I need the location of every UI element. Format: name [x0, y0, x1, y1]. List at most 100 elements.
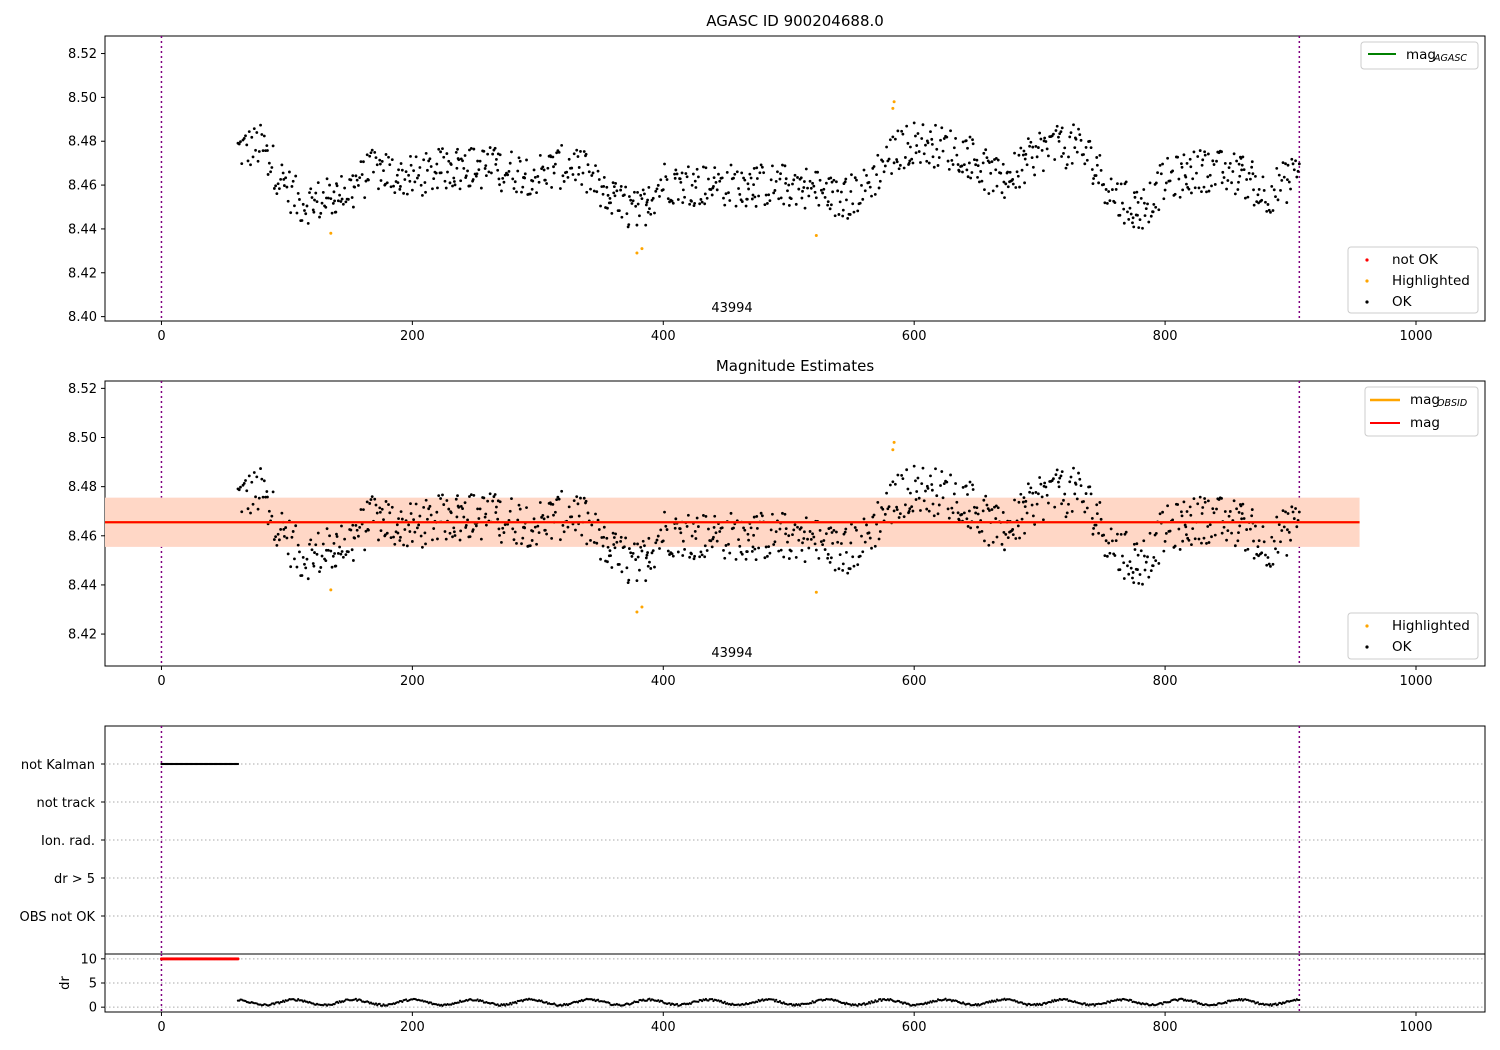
ok-point — [979, 170, 983, 173]
ok-point — [1189, 513, 1193, 517]
legend-label-ok: OK — [1392, 294, 1413, 310]
ok-point — [957, 170, 961, 173]
ok-point — [1225, 187, 1228, 191]
not-kalman-point — [236, 762, 240, 766]
ok-point — [525, 158, 528, 162]
ok-point — [1276, 198, 1280, 202]
ok-point — [1187, 538, 1191, 542]
ok-point — [257, 496, 261, 500]
ok-point — [700, 553, 704, 557]
ok-point — [409, 512, 413, 515]
ok-point — [306, 577, 310, 581]
ok-point — [695, 167, 699, 171]
ok-point — [830, 531, 834, 534]
ok-point — [483, 515, 487, 519]
ok-point — [1181, 188, 1185, 192]
ok-point — [1146, 202, 1149, 206]
ok-point — [994, 168, 998, 172]
ok-point — [633, 190, 636, 194]
ok-point — [1250, 165, 1254, 169]
ok-point — [1067, 155, 1070, 159]
ok-point — [369, 498, 373, 501]
ok-point — [676, 550, 680, 554]
ok-point — [1178, 195, 1182, 199]
dr-point — [778, 1000, 782, 1003]
ok-point — [279, 178, 283, 181]
ok-point — [609, 554, 612, 558]
ok-point — [1173, 192, 1177, 196]
ok-point — [779, 548, 783, 552]
ok-point — [978, 530, 981, 534]
ok-point — [658, 547, 661, 550]
ok-point — [589, 538, 592, 542]
ok-point — [419, 183, 423, 187]
ok-point — [832, 528, 836, 532]
ok-point — [1039, 137, 1043, 141]
ok-point — [659, 528, 663, 532]
ok-point — [846, 571, 850, 575]
ok-point — [282, 527, 286, 531]
ok-point — [437, 494, 441, 497]
ok-point — [638, 568, 641, 572]
ok-point — [640, 549, 644, 553]
ok-point — [892, 509, 896, 513]
dr-point — [989, 1001, 992, 1004]
ok-point — [293, 557, 296, 561]
ok-point — [546, 515, 550, 519]
ok-point — [387, 503, 390, 506]
ok-point — [887, 157, 891, 161]
ok-point — [1023, 505, 1027, 509]
ok-point — [1003, 548, 1006, 552]
ok-point — [256, 159, 260, 163]
dr-point — [1130, 998, 1133, 1002]
ok-point — [971, 138, 974, 142]
ok-point — [1243, 196, 1247, 200]
ok-point — [1202, 185, 1206, 189]
ok-point — [461, 159, 464, 163]
ok-point — [350, 196, 354, 199]
ok-point — [747, 187, 750, 191]
ok-point — [1099, 517, 1103, 521]
ok-point — [309, 538, 313, 542]
ok-point — [1126, 564, 1129, 568]
ok-point — [431, 538, 434, 542]
flag-label-not-track: not track — [36, 796, 95, 811]
ok-point — [1094, 174, 1098, 177]
ok-point — [1297, 510, 1301, 514]
ok-point — [699, 550, 703, 554]
ok-point — [980, 179, 984, 183]
ok-point — [964, 139, 968, 142]
ok-point — [413, 530, 417, 534]
ok-point — [934, 123, 937, 127]
ok-point — [1163, 539, 1167, 543]
ok-point — [909, 491, 912, 495]
ok-point — [577, 172, 580, 176]
ok-point — [1290, 157, 1294, 161]
ok-point — [408, 179, 412, 183]
ok-point — [966, 524, 970, 528]
ok-point — [804, 516, 808, 520]
ok-point — [916, 132, 920, 135]
ok-point — [344, 553, 348, 557]
dr-point — [1092, 1003, 1095, 1006]
magnitude-estimates-panel: 0 200 400 600 800 10008.428.448.468.488.508.5… — [68, 357, 1486, 689]
ok-point — [635, 223, 639, 227]
ok-point — [1177, 177, 1181, 181]
ok-point — [445, 499, 449, 502]
ok-point — [418, 166, 422, 169]
ok-point — [456, 147, 459, 151]
x-tick-label: 200 — [400, 1020, 425, 1035]
ok-point — [399, 185, 402, 188]
ok-point — [1089, 146, 1093, 150]
ok-point — [250, 135, 254, 139]
ok-point — [1029, 140, 1033, 144]
ok-point — [303, 562, 306, 566]
dr-point — [509, 1001, 512, 1005]
estimates-plot-area: 0 200 400 600 800 10008.428.448.468.488.508.5… — [68, 380, 1486, 689]
ok-point — [1176, 155, 1180, 159]
ok-point — [1094, 523, 1098, 527]
ok-point — [746, 532, 750, 536]
ok-point — [873, 192, 877, 196]
ok-point — [334, 210, 338, 214]
ok-point — [559, 187, 562, 190]
